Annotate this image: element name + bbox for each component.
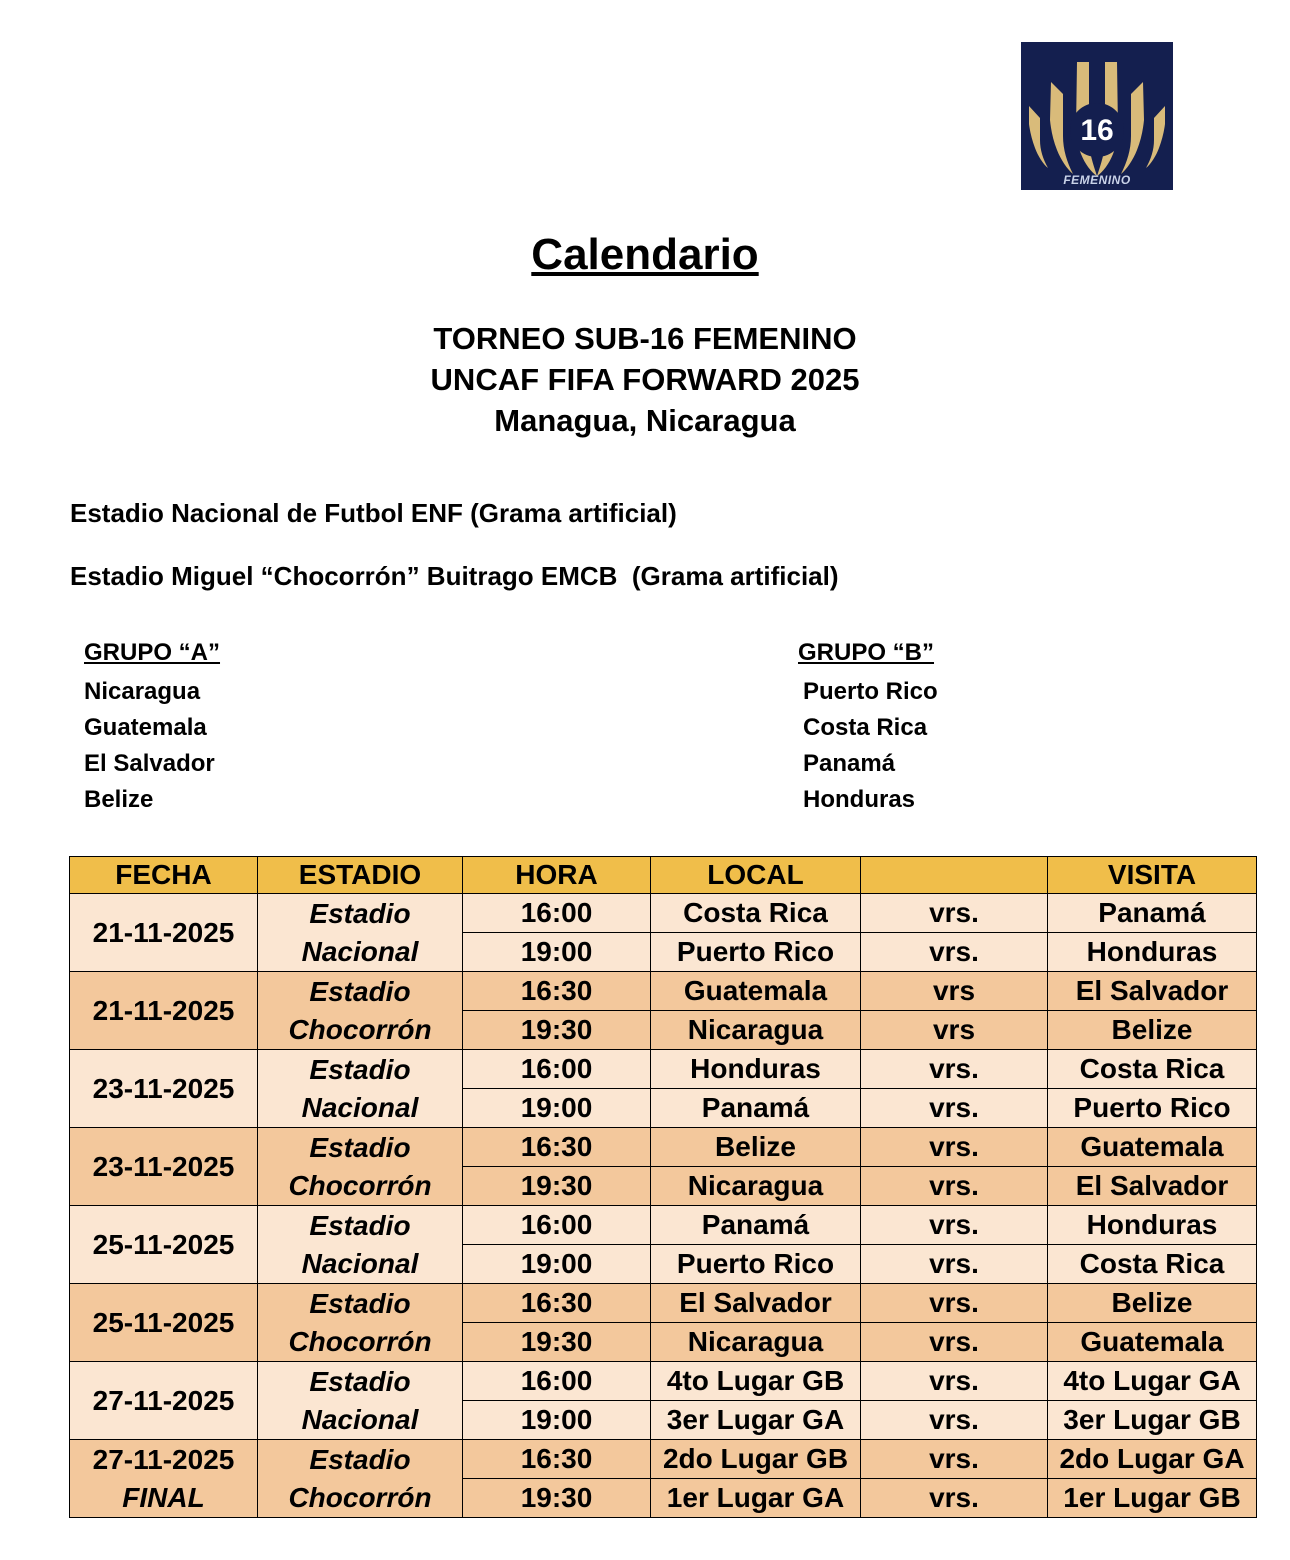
svg-text:FEMENINO: FEMENINO (1063, 173, 1131, 187)
svg-text:16: 16 (1080, 114, 1113, 147)
